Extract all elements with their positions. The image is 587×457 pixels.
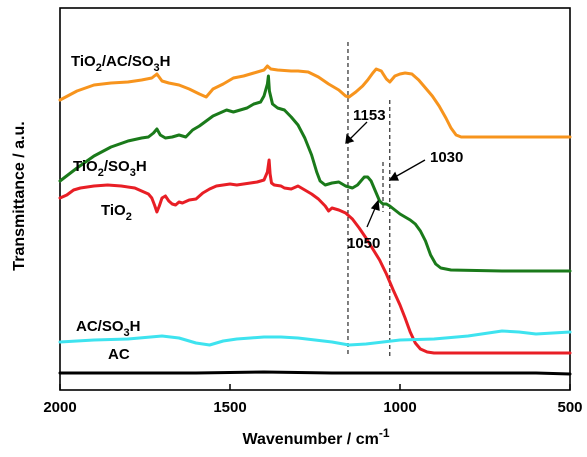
arrow-1050-head xyxy=(370,199,380,211)
x-tick-label-500: 500 xyxy=(557,399,582,416)
annotation-label-1050: 1050 xyxy=(347,235,380,252)
series-label-ac: AC xyxy=(108,346,130,363)
series-line-tio2 xyxy=(58,158,572,355)
arrow-1030-head xyxy=(388,171,399,181)
x-axis-title: Wavenumber / cm-1 xyxy=(242,426,389,448)
series-label-tio2-ac-so3h: TiO2/AC/SO3H xyxy=(71,53,171,74)
x-tick-label-1000: 1000 xyxy=(383,399,416,416)
annotation-arrows xyxy=(345,121,426,228)
y-axis-title: Transmittance / a.u. xyxy=(11,121,28,270)
arrow-1050 xyxy=(366,205,377,228)
series-label-tio2: TiO2 xyxy=(101,202,132,223)
arrow-1030 xyxy=(394,159,426,178)
annotation-label-1153: 1153 xyxy=(353,107,386,124)
series-label-tio2-so3h: TiO2/SO3H xyxy=(73,158,147,179)
x-axis-tick-labels: 2000 1500 1000 500 xyxy=(43,399,582,416)
x-tick-label-1500: 1500 xyxy=(213,399,246,416)
series-line-ac-so3h xyxy=(58,329,572,347)
series-line-tio2-so3h xyxy=(58,74,572,273)
annotation-label-1030: 1030 xyxy=(430,149,463,166)
series-line-tio2-ac-so3h xyxy=(58,64,572,139)
arrow-1153 xyxy=(348,121,368,141)
series-line-ac xyxy=(58,370,572,376)
plot-frame xyxy=(59,7,571,391)
reference-dashed-lines xyxy=(347,42,391,357)
arrow-1153-head xyxy=(345,133,355,144)
series-label-ac-so3h: AC/SO3H xyxy=(76,318,140,339)
x-axis-ticks xyxy=(59,384,571,390)
spectra-series xyxy=(58,64,572,376)
x-tick-label-2000: 2000 xyxy=(43,399,76,416)
